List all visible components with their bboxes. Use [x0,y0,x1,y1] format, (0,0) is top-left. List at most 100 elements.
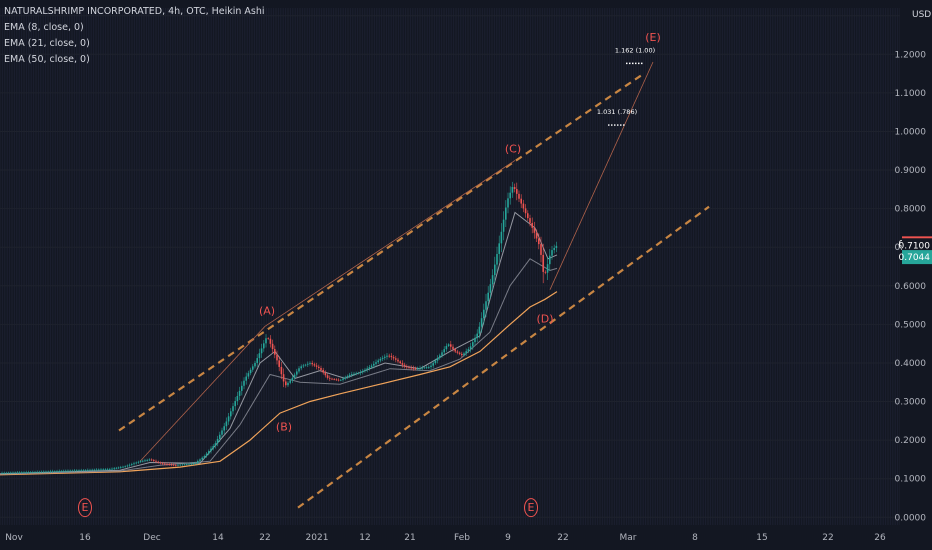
candle-body [93,469,96,471]
candle-body [397,359,399,362]
candle-body [509,192,511,199]
candle-body [175,465,177,466]
legend-ema-8[interactable]: EMA (8, close, 0) [4,22,84,33]
candle-body [414,368,417,370]
candle-body [355,373,357,375]
y-tick-label: 1.0000 [895,127,927,137]
candle-body [91,469,93,471]
candle-body [348,374,351,377]
candle-body [73,470,76,472]
candle-body [225,421,228,427]
legend-symbol[interactable]: NATURALSHRIMP INCORPORATED, 4h, OTC, Hei… [4,6,265,17]
candle-body [25,472,27,473]
candle-body [100,469,102,471]
candle-body [80,470,82,471]
candle-layer [1,181,558,475]
candle-body [177,464,179,466]
candle-body [212,446,214,449]
x-tick-label: Nov [5,533,23,543]
candle-body [111,468,113,470]
candle-body [318,366,320,369]
candle-body [390,355,393,358]
candle-body [357,372,360,374]
candle-body [333,379,335,380]
y-tick-label: 0.8000 [895,205,927,215]
candle-body [403,364,406,367]
candle-body [476,333,478,338]
x-tick-label: 15 [756,533,767,543]
fib-label: 1.162 (1.00) [615,46,655,54]
candle-body [117,467,120,469]
candle-body [192,463,195,465]
candle-body [498,243,500,254]
candle-body [271,343,274,350]
candle-body [58,471,60,472]
channel-layer [118,61,710,509]
candle-body [467,349,470,352]
candle-body [419,368,421,369]
time-axis [0,525,932,550]
candle-body [32,471,34,473]
candle-body [269,338,272,344]
candle-body [208,451,210,454]
legend-ema-50[interactable]: EMA (50, close, 0) [4,54,90,65]
candle-body [51,471,54,473]
candle-body [49,471,52,473]
candle-body [392,357,395,359]
candle-body [553,247,555,251]
candle-body [241,385,243,391]
circle-label: E [528,501,535,514]
x-tick-label: 22 [557,533,568,543]
candle-body [315,365,318,367]
candle-body [370,365,373,368]
candle-body [494,264,496,276]
candle-body [170,464,173,466]
legend-ema-21[interactable]: EMA (21, close, 0) [4,38,90,49]
candle-body [153,460,155,461]
candle-body [282,374,285,382]
candle-body [223,426,225,431]
price-tag [902,250,932,265]
candle-body [430,365,432,367]
x-tick-label: Dec [143,533,160,543]
candle-body [331,378,333,380]
candle-body [113,468,115,470]
candle-body [359,372,362,374]
candle-body [401,363,404,365]
y-tick-label: 0.3000 [895,398,927,408]
candle-body [368,367,371,369]
candle-body [122,466,124,468]
candle-body [201,457,203,460]
candle-body [194,462,197,464]
candle-body [461,353,463,356]
candle-body [238,390,241,396]
candle-body [186,464,188,465]
y-tick-label: 0.1000 [895,475,927,485]
candle-body [518,193,520,199]
candle-body [507,198,509,208]
candle-body [102,469,104,471]
candle-body [406,366,408,368]
candle-body [21,472,23,474]
y-tick-label: 0.6000 [895,282,927,292]
candle-body [456,351,459,353]
candle-body [300,366,302,369]
x-tick-label: 22 [259,533,270,543]
candle-body [346,376,349,378]
candle-body [164,463,166,465]
y-tick-label: 0.5000 [895,320,927,330]
chart-legend: NATURALSHRIMP INCORPORATED, 4h, OTC, Hei… [4,4,265,68]
candle-body [395,358,397,360]
candle-body [505,207,507,220]
candle-body [221,430,223,435]
candle-body [40,471,43,473]
candle-body [538,238,540,245]
candle-body [199,459,201,462]
candle-body [38,471,41,473]
candle-body [166,463,168,465]
candle-body [542,254,544,272]
candle-body [36,471,38,473]
candle-body [410,367,412,369]
candle-body [84,469,87,471]
